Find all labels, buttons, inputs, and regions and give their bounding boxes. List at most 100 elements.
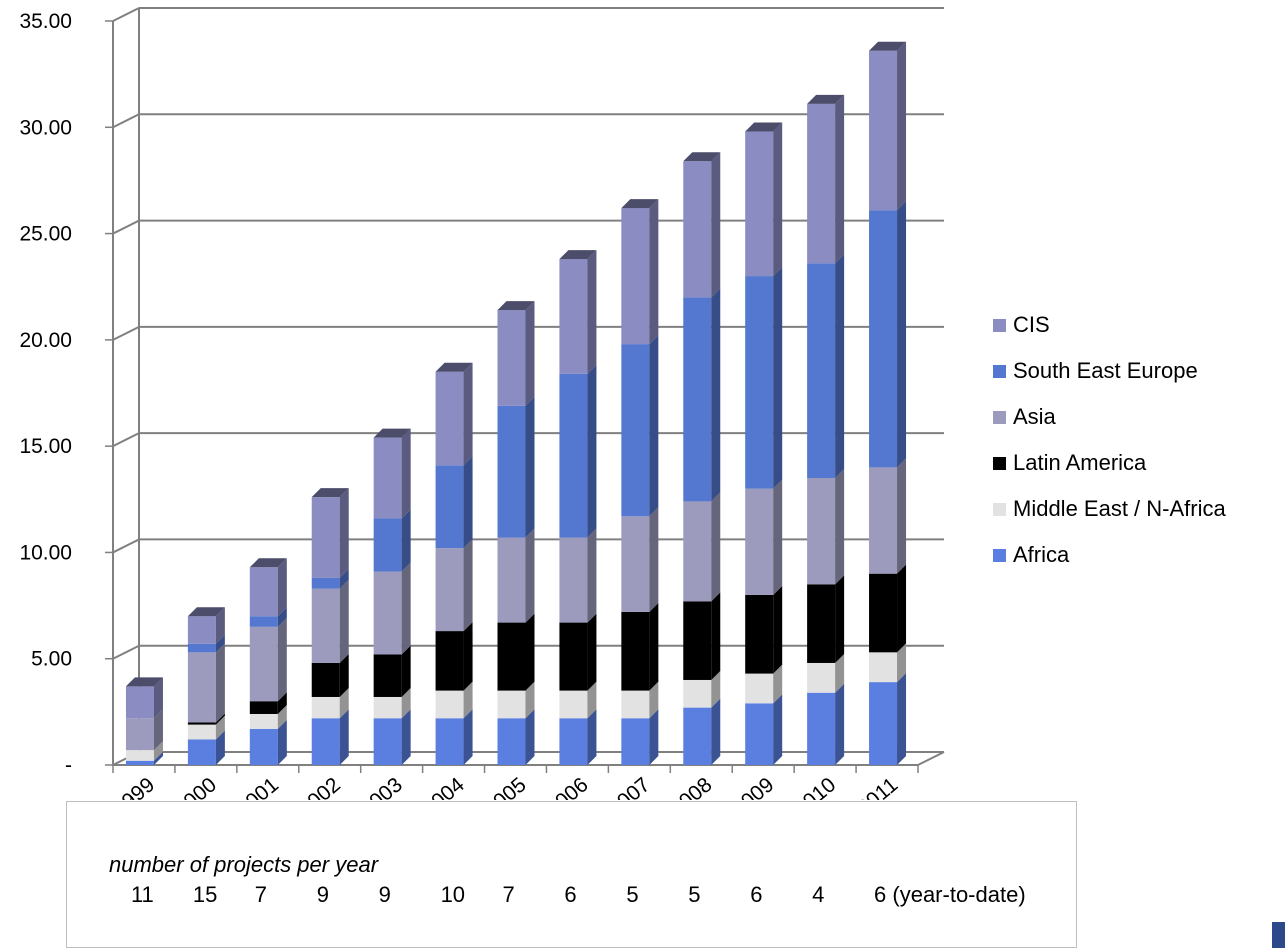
x-tick-label: 2006 <box>542 773 593 800</box>
projects-per-year-box: number of projects per year 11 15 7 9 9 10 7 6 5… <box>66 801 1077 948</box>
project-count: 6 (year-to-date) <box>874 882 1026 907</box>
bar-segment <box>187 713 225 725</box>
project-count: 5 <box>626 882 639 907</box>
bar-top <box>559 250 597 260</box>
project-count: 7 <box>254 882 268 907</box>
x-tick-label: 2001 <box>232 773 283 800</box>
project-count: 5 <box>688 882 701 907</box>
x-tick-label: 2009 <box>728 773 779 800</box>
bar-segment <box>497 528 535 623</box>
bar-segment <box>435 539 473 632</box>
bar-segment <box>125 751 163 765</box>
x-tick-label: 2007 <box>604 773 655 800</box>
projects-counts-row: 11 15 7 9 9 10 7 6 5 5 6 4 6 (year-to-date) <box>67 882 1076 912</box>
bar-segment <box>745 694 783 765</box>
bar-segment <box>807 254 845 479</box>
x-tick-label: 2011 <box>853 773 902 800</box>
bar-segment <box>497 681 535 719</box>
bar-segment <box>621 602 659 691</box>
bar-segment <box>311 568 349 589</box>
bar-segment <box>807 683 845 765</box>
bar-segment <box>373 645 411 697</box>
bar-top <box>125 677 163 687</box>
bar-segment <box>435 709 473 765</box>
bar-segment <box>125 709 163 751</box>
bar-top <box>807 94 845 104</box>
legend-swatch <box>993 364 1006 378</box>
project-count: 15 <box>192 882 218 907</box>
bar-segment <box>745 122 783 277</box>
gridline-depth <box>112 644 140 660</box>
bar-segment <box>497 613 535 691</box>
bar-top <box>497 301 535 311</box>
bar-segment <box>559 250 597 374</box>
legend-item: South East Europe <box>993 348 1226 394</box>
bar-segment <box>373 428 411 519</box>
bar-segment <box>683 592 721 680</box>
bar-segment <box>311 579 349 663</box>
bar-segment <box>435 622 473 691</box>
bar-segment <box>187 715 225 740</box>
x-tick-label: 1999 <box>109 773 160 800</box>
bar-segment <box>249 558 287 617</box>
bar-segment <box>435 681 473 719</box>
bar-segment <box>807 94 845 264</box>
bar-segment <box>745 664 783 704</box>
bar-segment <box>187 643 225 723</box>
gridline-depth <box>112 325 140 341</box>
legend-swatch <box>993 502 1006 516</box>
legend-item: Africa <box>993 532 1226 578</box>
legend-label: South East Europe <box>1013 358 1198 383</box>
project-count: 9 <box>316 882 329 907</box>
bar-segment <box>249 692 287 714</box>
x-tick-label: 2002 <box>294 773 345 800</box>
y-tick-label: 25.00 <box>19 223 72 246</box>
y-tick-label: 35.00 <box>19 10 72 33</box>
bar-segment <box>497 709 535 765</box>
y-tick-label: 10.00 <box>19 541 72 564</box>
projects-title: number of projects per year <box>109 852 379 877</box>
bar-segment <box>435 362 473 466</box>
corner-mark <box>1272 922 1285 948</box>
bar-segment <box>869 41 907 211</box>
bar-top <box>621 199 659 209</box>
bar-top <box>187 607 225 617</box>
legend-item: Latin America <box>993 440 1226 486</box>
bar-segment <box>807 653 845 693</box>
gridline-depth <box>112 219 140 235</box>
bar-segment <box>435 456 473 549</box>
bar-top <box>745 122 783 132</box>
legend-swatch <box>993 456 1006 470</box>
bar-top <box>373 428 411 438</box>
bar-segment <box>311 653 349 697</box>
bar-segment <box>807 575 845 663</box>
legend-item: Asia <box>993 394 1226 440</box>
bar-segment <box>807 469 845 585</box>
y-tick-label: 30.00 <box>19 116 72 139</box>
bar-top <box>683 152 721 162</box>
bar-segment <box>249 617 287 702</box>
bar-segment <box>869 673 907 765</box>
bar-segment <box>621 507 659 612</box>
chart-legend: CIS South East Europe Asia Latin America Mid… <box>993 302 1226 578</box>
legend-swatch <box>993 548 1006 562</box>
bar-segment <box>373 509 411 572</box>
bar-segment <box>125 677 163 719</box>
bar-segment <box>621 199 659 345</box>
y-tick-label: 5.00 <box>31 648 72 671</box>
bar-segment <box>373 709 411 765</box>
bar-segment <box>497 301 535 406</box>
project-count: 7 <box>502 882 515 907</box>
bar-segment <box>249 704 287 729</box>
bar-segment <box>683 288 721 502</box>
legend-label: CIS <box>1013 312 1050 337</box>
project-count: 6 <box>564 882 577 907</box>
bar-segment <box>249 607 287 627</box>
bar-segment <box>559 681 597 719</box>
project-count: 10 <box>440 882 466 907</box>
x-tick-label: 2008 <box>666 773 717 800</box>
legend-swatch <box>993 318 1006 332</box>
gridline-depth <box>112 538 140 554</box>
bar-segment <box>311 709 349 765</box>
x-tick-label: 2010 <box>790 773 841 800</box>
